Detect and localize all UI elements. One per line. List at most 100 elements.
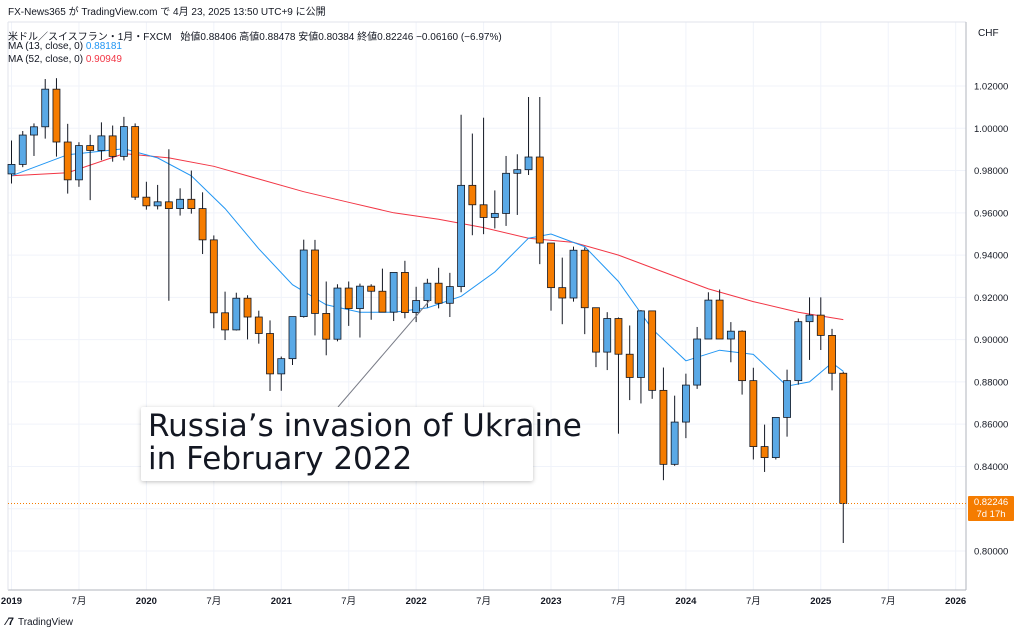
candle-body [423, 282, 432, 301]
ma13-path [11, 148, 844, 387]
currency-label[interactable]: CHF [978, 28, 999, 39]
x-tick-label: 2021 [271, 596, 293, 607]
x-tick-label: 7月 [611, 596, 626, 607]
candle-body [445, 286, 454, 304]
candle-body [41, 88, 50, 128]
candle-body [513, 169, 522, 174]
candle-body [108, 135, 117, 157]
candle-body [254, 316, 263, 334]
candle-body [704, 299, 713, 340]
countdown-value: 7d 17h [976, 508, 1006, 520]
ma52-value: 0.90949 [85, 54, 122, 65]
candle-body [682, 384, 690, 423]
candle-body [603, 318, 612, 353]
y-tick-label: 0.84000 [974, 462, 1008, 473]
candle-body [243, 297, 252, 318]
candle-body [760, 446, 769, 458]
candle-body [592, 307, 600, 353]
symbol-line: 米ドル／スイスフラン・1月・FXCM 始値0.88406 高値0.88478 安… [8, 28, 502, 43]
candle-body [828, 335, 836, 374]
candle-body [299, 249, 308, 317]
candle-body [333, 287, 342, 340]
ma13-value: 0.88181 [85, 41, 122, 52]
candle-body [187, 198, 196, 209]
candle-body [502, 172, 510, 214]
candle-body [266, 333, 274, 375]
candle-body [367, 285, 376, 292]
x-tick-label: 7月 [746, 596, 761, 607]
candle-body [86, 145, 95, 151]
candle-body [816, 314, 825, 336]
y-tick-label: 0.88000 [974, 377, 1008, 388]
candle-body [322, 313, 331, 340]
x-tick-label: 2019 [1, 596, 22, 607]
y-tick-label: 1.02000 [974, 82, 1008, 93]
candle-body [131, 126, 140, 198]
last-price-value: 0.82246 [973, 496, 1009, 508]
candle-body [75, 145, 83, 181]
candle-body [288, 316, 297, 360]
annotation-text: Russia’s invasion of Ukraine in February… [148, 408, 582, 477]
candle-body [63, 141, 72, 181]
x-tick-label: 2020 [136, 596, 157, 607]
annotation-box[interactable] [141, 407, 533, 481]
candle-body [18, 134, 27, 165]
candle-body [221, 312, 229, 331]
y-tick-label: 0.90000 [974, 335, 1008, 346]
candle-body [771, 417, 780, 458]
candle-body [625, 353, 634, 378]
candle-body [153, 201, 162, 207]
x-tick-label: 7月 [341, 596, 356, 607]
x-tick-label: 2023 [540, 596, 561, 607]
candle-body [715, 299, 724, 340]
candle-body [457, 184, 466, 287]
tradingview-brand[interactable]: ⁄7 TradingView [6, 616, 73, 628]
x-tick-label: 7月 [206, 596, 221, 607]
candle-body [277, 358, 286, 375]
candle-body [52, 88, 61, 143]
candle-body [198, 208, 207, 241]
candle-body [400, 272, 409, 313]
ma13-legend[interactable]: MA (13, close, 0) 0.88181 [8, 41, 122, 52]
chart-axes: 1.02000 1.00000 0.98000 0.96000 0.94000 0.920… [1, 21, 1008, 607]
candle-body [30, 126, 38, 136]
ma52-legend[interactable]: MA (52, close, 0) 0.90949 [8, 54, 122, 65]
y-tick-label: 0.94000 [974, 251, 1008, 262]
candle-body [726, 330, 735, 340]
candle-body [738, 330, 746, 382]
candle-body [648, 310, 657, 391]
ma13-label: MA (13, close, 0) [8, 41, 84, 52]
candle-body [232, 297, 241, 331]
candle-body [614, 318, 623, 355]
y-tick-label: 0.98000 [974, 166, 1008, 177]
ma52-label: MA (52, close, 0) [8, 54, 84, 65]
candle-body [805, 314, 814, 323]
candle-body [7, 164, 16, 175]
symbol-name[interactable]: 米ドル／スイスフラン・1月・FXCM [8, 32, 172, 43]
candle-body [344, 287, 353, 309]
x-tick-label: 7月 [72, 596, 87, 607]
candle-body [164, 201, 173, 209]
candle-body [558, 287, 567, 299]
x-tick-label: 7月 [476, 596, 491, 607]
candle-body [209, 239, 218, 314]
candle-body [580, 249, 589, 309]
candle-body [378, 290, 387, 313]
ma13-line [11, 148, 844, 387]
candle-body [142, 196, 151, 207]
last-price-tag: 0.82246 7d 17h [968, 495, 1014, 521]
candle-body [97, 135, 106, 151]
publisher-line: FX-News365 が TradingView.com で 4月 23, 20… [8, 7, 326, 18]
x-tick-label: 2024 [675, 596, 697, 607]
x-tick-label: 2026 [945, 596, 966, 607]
candle-body [434, 282, 443, 304]
y-tick-label: 0.92000 [974, 293, 1008, 304]
candle-body [670, 421, 679, 465]
candle-body [749, 380, 758, 447]
candle-body [311, 249, 319, 314]
x-tick-label: 2022 [406, 596, 427, 607]
candle-body [569, 249, 578, 299]
chart-grid [8, 22, 966, 590]
ohlc-values: 始値0.88406 高値0.88478 安値0.80384 終値0.82246 … [180, 32, 502, 43]
